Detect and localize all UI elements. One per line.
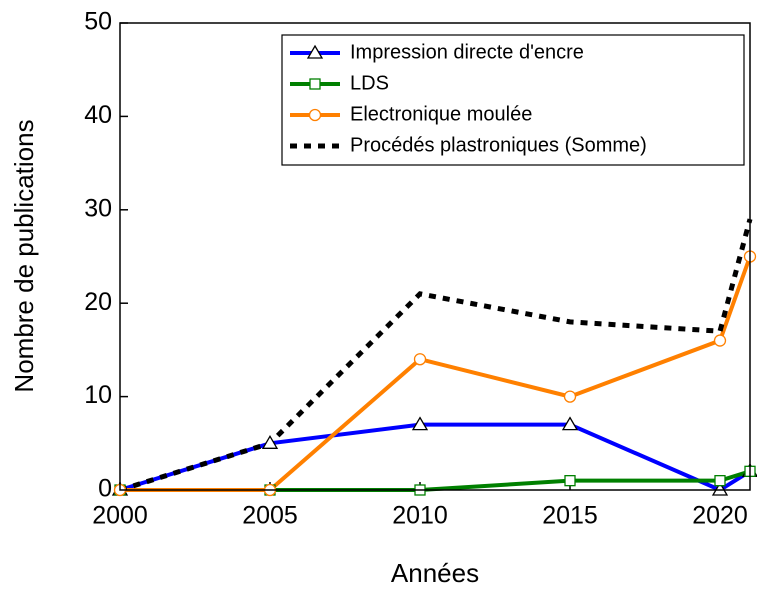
x-tick-label: 2010	[392, 502, 448, 530]
x-tick-label: 2000	[92, 502, 148, 530]
series-line	[119, 218, 753, 493]
marker	[564, 475, 576, 487]
legend-label: LDS	[350, 72, 389, 94]
marker	[411, 416, 429, 431]
legend-label: Procédés plastroniques (Somme)	[350, 134, 647, 156]
x-tick-label: 2005	[242, 502, 298, 530]
y-axis-label: Nombre de publications	[9, 119, 39, 392]
x-tick-label: 2015	[542, 502, 598, 530]
y-tick-label: 30	[84, 194, 112, 222]
legend-box	[281, 34, 745, 166]
series-line	[120, 469, 751, 492]
plot-frame	[119, 22, 751, 491]
marker	[306, 44, 324, 59]
x-tick-label: 2020	[692, 502, 748, 530]
legend-label: Electronique moulée	[350, 103, 532, 125]
y-tick-label: 40	[84, 101, 112, 129]
marker	[413, 353, 427, 366]
x-axis-label: Années	[391, 558, 479, 588]
marker	[561, 416, 579, 431]
marker	[713, 334, 727, 347]
series-line	[120, 255, 752, 492]
y-tick-label: 10	[84, 381, 112, 409]
y-tick-label: 20	[84, 288, 112, 316]
marker	[714, 475, 726, 487]
legend-label: Impression directe d'encre	[350, 41, 584, 63]
marker	[563, 390, 577, 403]
marker	[711, 481, 729, 496]
marker	[309, 78, 321, 90]
y-tick-label: 50	[84, 8, 112, 36]
marker	[261, 435, 279, 449]
marker	[308, 108, 322, 122]
y-tick-label: 0	[98, 475, 112, 503]
